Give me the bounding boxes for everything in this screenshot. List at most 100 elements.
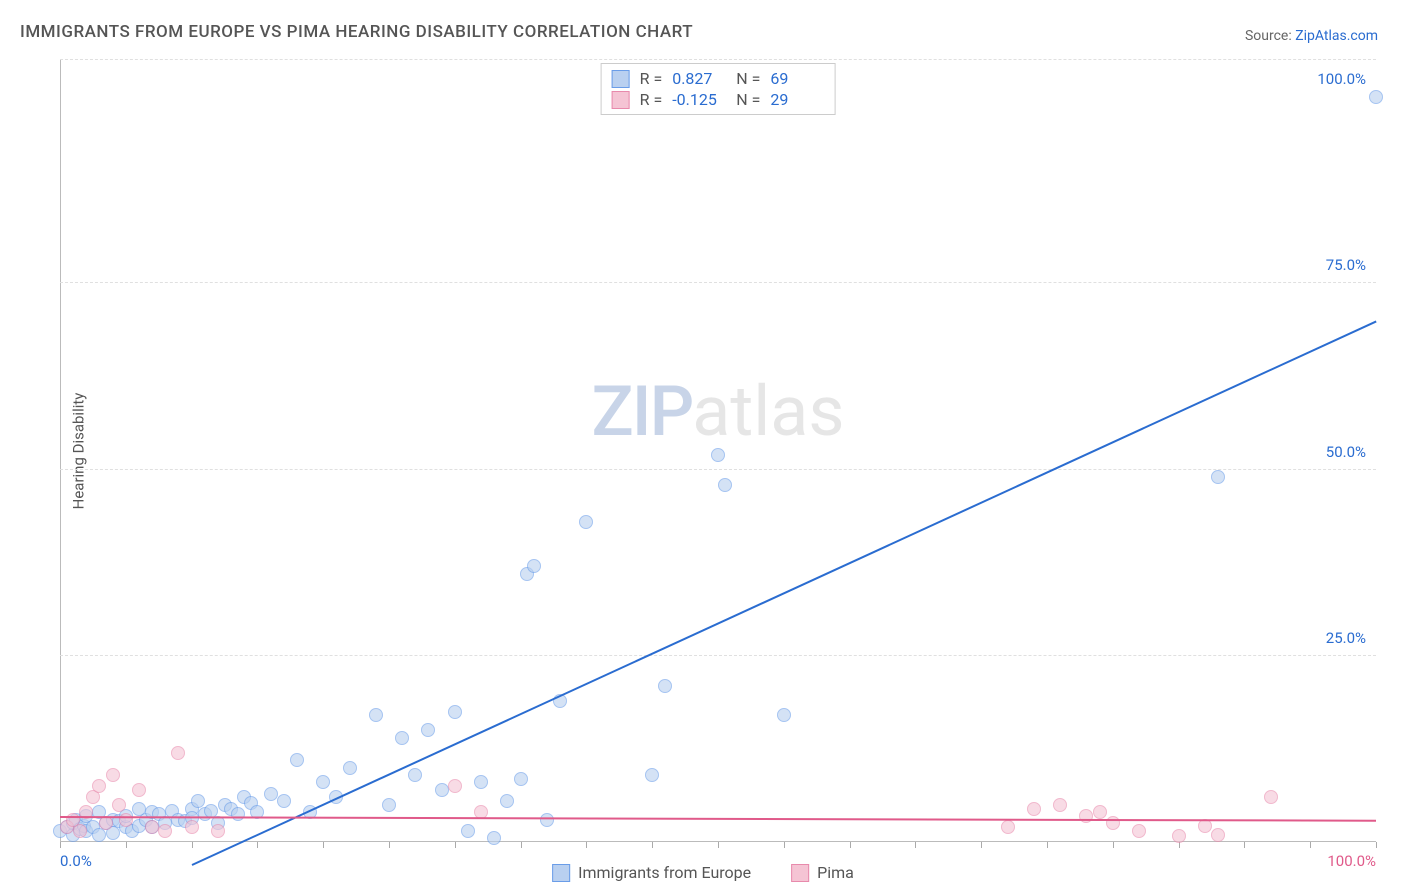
data-point	[112, 798, 126, 812]
x-tick	[192, 842, 193, 848]
data-point	[540, 813, 554, 827]
x-tick	[1310, 842, 1311, 848]
chart-container: Hearing Disability ZIPatlas 25.0%50.0%75…	[50, 60, 1376, 842]
stat-r-label: R =	[640, 69, 663, 88]
x-tick	[60, 842, 61, 848]
source-attribution: Source: ZipAtlas.com	[1245, 28, 1378, 44]
stats-row: R = -0.125 N = 29	[612, 89, 825, 110]
stats-row: R =0.827N =69	[612, 68, 825, 89]
stat-r-value: -0.125	[672, 90, 726, 109]
plot-area: ZIPatlas 25.0%50.0%75.0%100.0%0.0%100.0%…	[60, 60, 1376, 842]
x-tick	[1113, 842, 1114, 848]
data-point	[343, 761, 357, 775]
x-tick	[915, 842, 916, 848]
data-point	[106, 768, 120, 782]
data-point	[1027, 802, 1041, 816]
bottom-legend: Immigrants from Europe Pima	[552, 863, 854, 882]
stat-r-label: R =	[640, 90, 663, 109]
data-point	[290, 753, 304, 767]
x-tick	[586, 842, 587, 848]
y-tick-label: 100.0%	[1317, 70, 1366, 88]
data-point	[711, 448, 725, 462]
legend-item: Pima	[791, 863, 854, 882]
data-point	[171, 746, 185, 760]
legend-swatch	[552, 864, 570, 882]
x-tick-label: 100.0%	[1327, 852, 1376, 870]
x-tick	[1244, 842, 1245, 848]
stat-n-label: N =	[736, 90, 760, 109]
data-point	[435, 783, 449, 797]
gridline-h	[60, 655, 1376, 656]
data-point	[448, 705, 462, 719]
data-point	[316, 775, 330, 789]
data-point	[369, 708, 383, 722]
x-tick	[126, 842, 127, 848]
watermark-part-b: atlas	[692, 371, 844, 453]
data-point	[92, 779, 106, 793]
data-point	[145, 820, 159, 834]
gridline-h	[60, 59, 1376, 60]
x-tick	[1047, 842, 1048, 848]
legend-item: Immigrants from Europe	[552, 863, 751, 882]
gridline-h	[60, 282, 1376, 283]
data-point	[1264, 790, 1278, 804]
data-point	[579, 515, 593, 529]
data-point	[1211, 828, 1225, 842]
x-tick	[652, 842, 653, 848]
data-point	[158, 824, 172, 838]
data-point	[1132, 824, 1146, 838]
legend-swatch	[791, 864, 809, 882]
data-point	[474, 775, 488, 789]
data-point	[99, 816, 113, 830]
y-tick-label: 25.0%	[1326, 629, 1366, 647]
gridline-h	[60, 469, 1376, 470]
data-point	[264, 787, 278, 801]
stat-n-value: 69	[770, 69, 824, 88]
data-point	[1093, 805, 1107, 819]
watermark-part-a: ZIP	[592, 371, 693, 453]
x-tick	[784, 842, 785, 848]
legend-label: Immigrants from Europe	[578, 863, 751, 882]
data-point	[1001, 820, 1015, 834]
source-label: Source:	[1245, 28, 1295, 44]
x-tick	[521, 842, 522, 848]
source-link[interactable]: ZipAtlas.com	[1295, 28, 1378, 44]
stats-legend-box: R = 0.827 N = 69R = -0.125 N = 29	[601, 63, 836, 115]
data-point	[527, 559, 541, 573]
data-point	[421, 723, 435, 737]
data-point	[718, 478, 732, 492]
trend-line	[191, 321, 1376, 866]
legend-swatch	[612, 91, 630, 109]
data-point	[395, 731, 409, 745]
x-tick-label: 0.0%	[60, 852, 92, 870]
legend-label: Pima	[817, 863, 854, 882]
data-point	[487, 831, 501, 845]
data-point	[231, 807, 245, 821]
x-tick	[850, 842, 851, 848]
data-point	[1053, 798, 1067, 812]
data-point	[73, 824, 87, 838]
legend-swatch	[612, 70, 630, 88]
data-point	[1211, 470, 1225, 484]
data-point	[1172, 829, 1186, 843]
x-tick	[981, 842, 982, 848]
data-point	[500, 794, 514, 808]
y-tick-label: 50.0%	[1326, 443, 1366, 461]
x-tick	[389, 842, 390, 848]
y-tick-label: 75.0%	[1326, 256, 1366, 274]
data-point	[408, 768, 422, 782]
watermark: ZIPatlas	[592, 371, 845, 453]
stat-r-value: 0.827	[672, 69, 726, 88]
data-point	[461, 824, 475, 838]
chart-title: IMMIGRANTS FROM EUROPE VS PIMA HEARING D…	[20, 22, 693, 42]
data-point	[132, 783, 146, 797]
data-point	[645, 768, 659, 782]
stat-n-value: 29	[770, 90, 824, 109]
x-tick	[257, 842, 258, 848]
data-point	[777, 708, 791, 722]
data-point	[448, 779, 462, 793]
x-tick	[455, 842, 456, 848]
x-tick	[718, 842, 719, 848]
data-point	[1369, 90, 1383, 104]
data-point	[119, 813, 133, 827]
